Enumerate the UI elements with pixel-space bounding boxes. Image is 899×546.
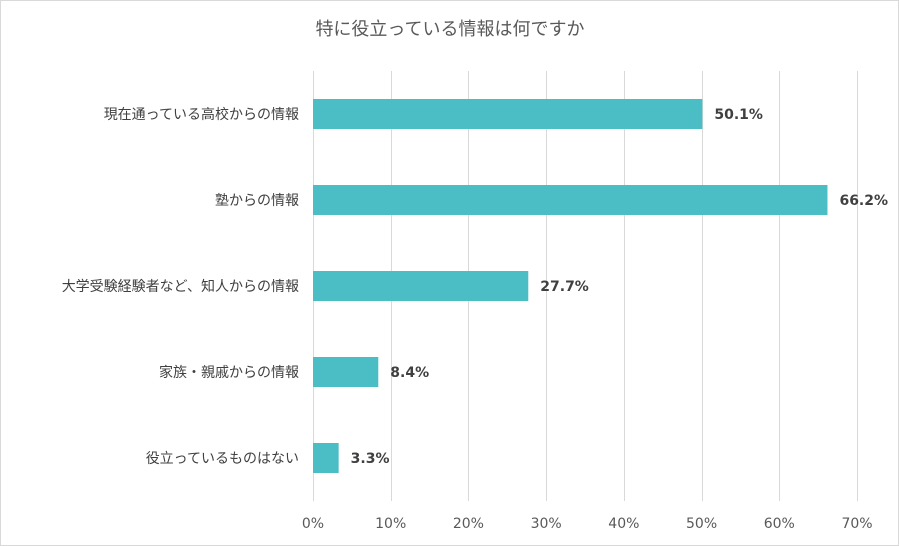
chart-title: 特に役立っている情報は何ですか [315,19,584,40]
bar [313,185,828,215]
bars [313,99,828,473]
x-tick-label: 50% [686,516,717,532]
x-tick-label: 20% [453,516,484,532]
data-label: 66.2% [839,193,888,209]
x-tick-label: 70% [841,516,872,532]
bar [313,357,379,387]
data-label: 50.1% [714,107,763,123]
data-label: 27.7% [540,279,589,295]
x-axis-ticks: 0% 10% 20% 30% 40% 50% 60% 70% [302,516,873,532]
data-labels: 50.1% 66.2% 27.7% 8.4% 3.3% [351,107,888,467]
x-tick-label: 60% [764,516,795,532]
category-label: 塾からの情報 [215,193,299,209]
bar [313,271,529,301]
x-tick-label: 10% [375,516,406,532]
category-label: 大学受験経験者など、知人からの情報 [62,278,299,295]
category-label: 現在通っている高校からの情報 [104,106,299,123]
data-label: 3.3% [351,451,390,467]
x-tick-label: 30% [531,516,562,532]
x-tick-label: 40% [608,516,639,532]
category-label: 役立っているものはない [146,451,299,467]
bar [313,99,703,129]
bar [313,443,339,473]
category-labels: 現在通っている高校からの情報塾からの情報大学受験経験者など、知人からの情報家族・… [62,106,299,467]
data-label: 8.4% [390,365,429,381]
category-label: 家族・親戚からの情報 [159,364,299,381]
x-tick-label: 0% [302,516,324,532]
